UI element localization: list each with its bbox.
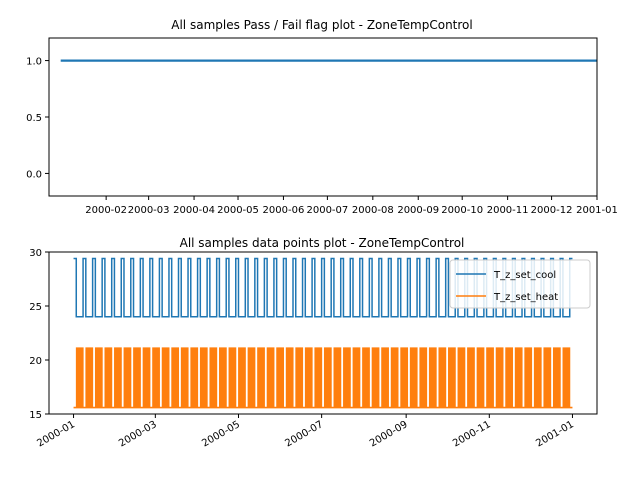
x-tick-label: 2000-03 — [117, 419, 159, 449]
x-tick-label: 2000-06 — [263, 205, 305, 216]
x-tick-label: 2000-12 — [531, 205, 573, 216]
pass-fail-y-axis: 0.0 0.5 1.0 — [26, 57, 49, 180]
data-points-y-axis: 15 20 25 30 — [29, 248, 49, 421]
series-line-t-z-set-heat — [73, 347, 573, 409]
y-tick-label: 25 — [29, 302, 42, 313]
data-points-chart-title: All samples data points plot - ZoneTempC… — [180, 236, 465, 250]
x-tick-label: 2000-07 — [283, 419, 325, 449]
x-tick-label: 2001-01 — [534, 419, 576, 449]
pass-fail-panel: All samples Pass / Fail flag plot - Zone… — [26, 18, 618, 216]
legend-label-heat: T_z_set_heat — [493, 292, 558, 303]
x-tick-label: 2000-05 — [200, 419, 242, 449]
y-tick-label: 15 — [29, 410, 42, 421]
data-points-x-axis: 2000-01 2000-03 2000-05 2000-07 2000-09 2000-… — [35, 414, 576, 449]
pass-fail-x-axis: 2000-02 2000-03 2000-04 2000-05 2000-06 2000-… — [85, 196, 618, 216]
y-tick-label: 20 — [29, 356, 42, 367]
y-tick-label: 1.0 — [26, 57, 42, 68]
x-tick-label: 2000-02 — [85, 205, 127, 216]
pass-fail-chart-title: All samples Pass / Fail flag plot - Zone… — [171, 18, 472, 32]
series-line-t-z-set-cool — [73, 257, 573, 318]
x-tick-label: 2001-01 — [576, 205, 618, 216]
y-tick-label: 30 — [29, 248, 42, 259]
y-tick-label: 0.0 — [26, 169, 42, 180]
pass-fail-axes-frame — [48, 37, 598, 197]
data-points-panel: All samples data points plot - ZoneTempC… — [29, 236, 598, 449]
x-tick-label: 2000-05 — [217, 205, 259, 216]
legend-label-cool: T_z_set_cool — [493, 270, 556, 281]
x-tick-label: 2000-01 — [35, 419, 77, 449]
x-tick-label: 2000-04 — [173, 205, 215, 216]
x-tick-label: 2000-09 — [397, 205, 439, 216]
data-points-axes-frame — [48, 251, 598, 415]
x-tick-label: 2000-03 — [128, 205, 170, 216]
x-tick-label: 2000-08 — [352, 205, 394, 216]
data-points-series — [73, 257, 573, 409]
x-tick-label: 2000-11 — [451, 419, 493, 449]
x-tick-label: 2000-09 — [368, 419, 410, 449]
legend: T_z_set_cool T_z_set_heat — [449, 259, 591, 309]
x-tick-label: 2000-10 — [441, 205, 483, 216]
x-tick-label: 2000-11 — [487, 205, 529, 216]
x-tick-label: 2000-07 — [306, 205, 348, 216]
y-tick-label: 0.5 — [26, 113, 42, 124]
